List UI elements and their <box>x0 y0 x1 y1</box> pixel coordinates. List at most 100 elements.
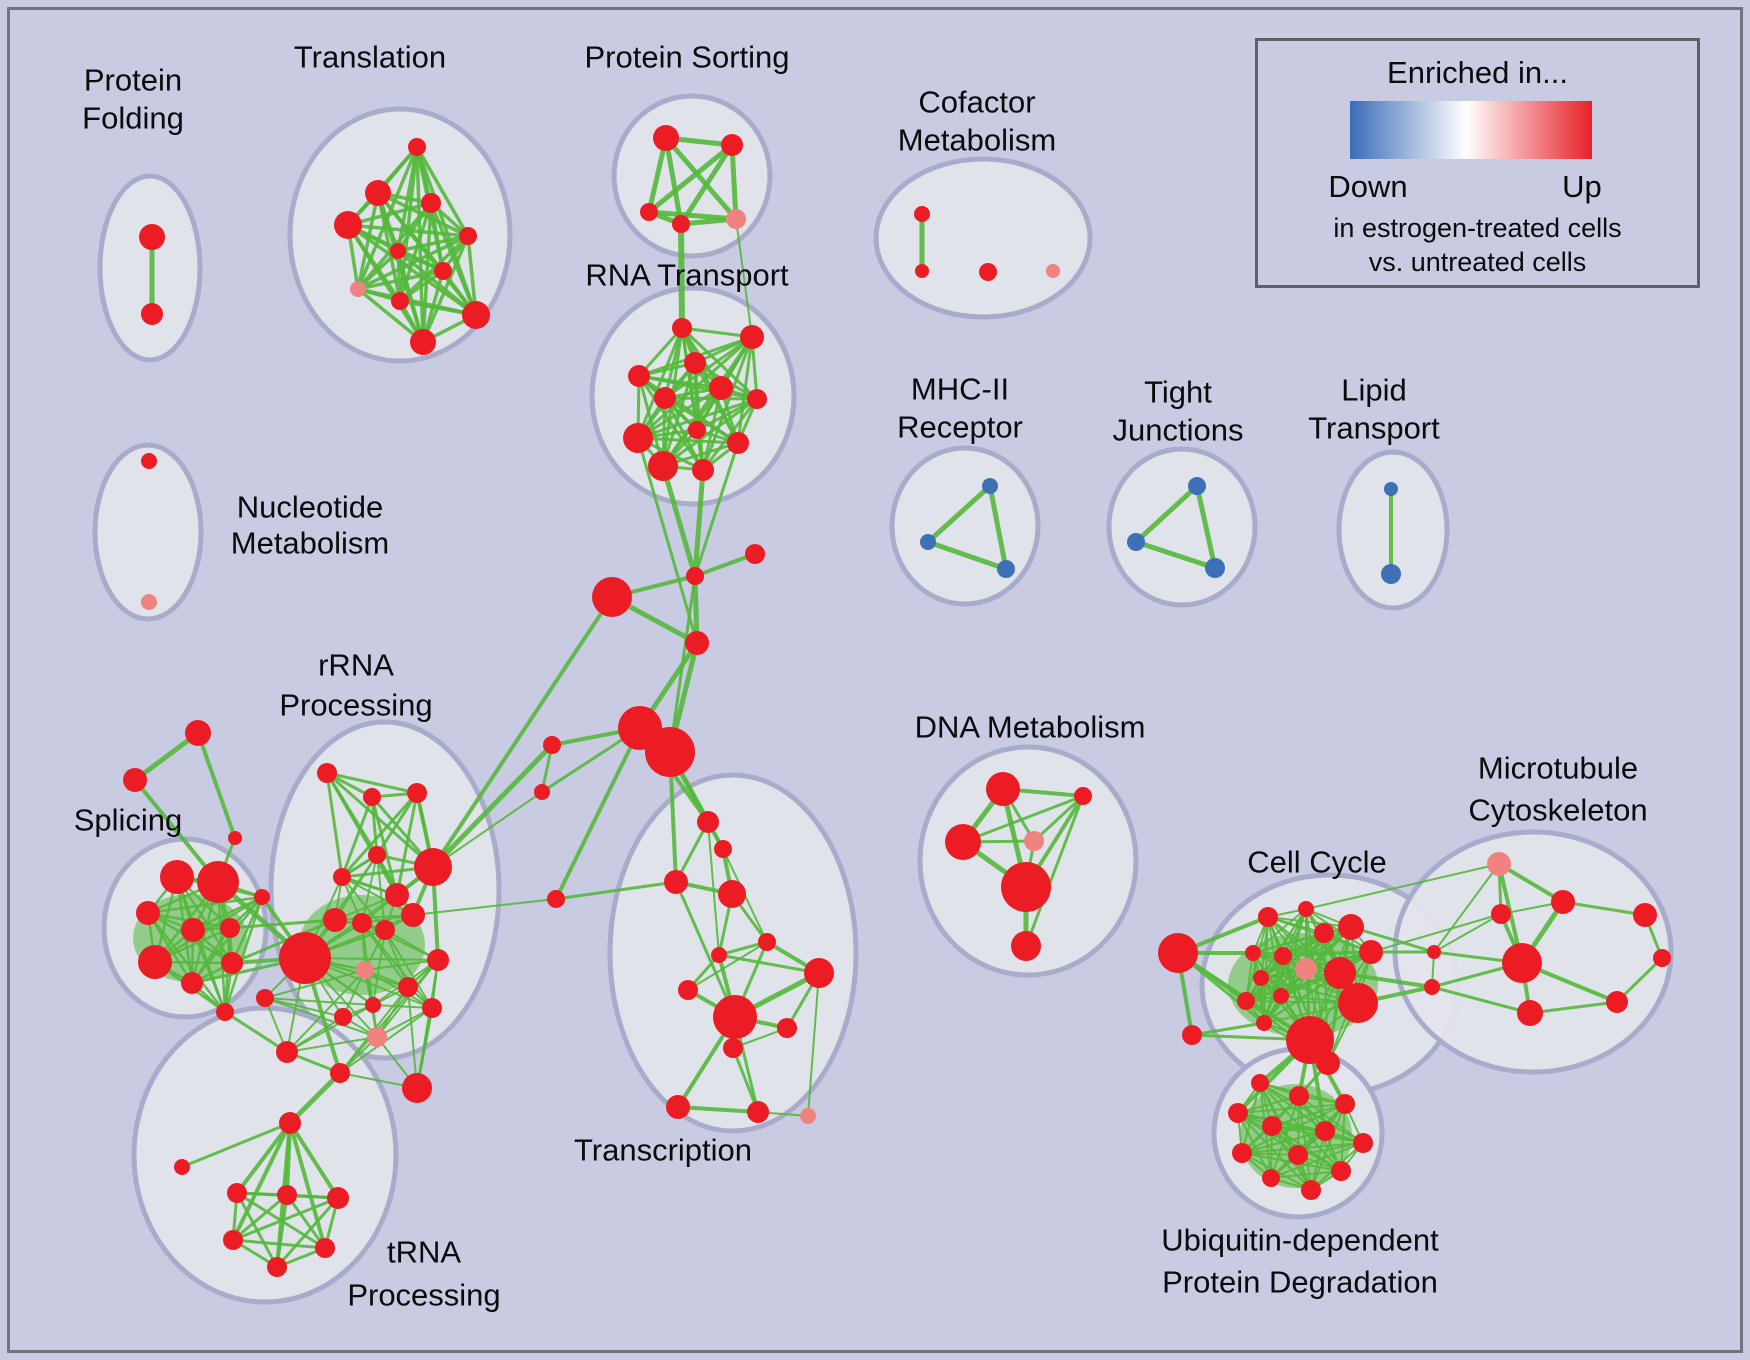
gene-set-node-cell-cycle-13 <box>1256 1015 1272 1031</box>
gene-set-node-lipid-transport-0 <box>1384 482 1398 496</box>
network-edge <box>1252 908 1307 954</box>
gene-set-node-trna-processing-6 <box>315 1238 335 1258</box>
network-edge <box>1237 1103 1346 1114</box>
network-edge <box>1370 913 1502 953</box>
gene-set-node-cell-cycle-9 <box>1295 958 1317 980</box>
gene-set-node-link-0 <box>185 720 211 746</box>
gene-set-node-dna-metabolism-5 <box>1011 931 1041 961</box>
cluster-label-cofactor-metabolism-line2: Metabolism <box>898 123 1057 158</box>
network-edge <box>132 730 201 783</box>
gene-set-node-trna-processing-3 <box>277 1185 297 1205</box>
network-edge <box>1237 1112 1342 1172</box>
cluster-label-protein-sorting-line1: Protein Sorting <box>584 40 789 75</box>
legend-up-label: Up <box>1562 169 1602 204</box>
network-edge <box>987 483 1009 572</box>
gene-set-node-cell-cycle-4 <box>1314 923 1334 943</box>
gene-set-node-mhc2-receptor-0 <box>982 478 998 494</box>
gene-set-node-cofactor-metabolism-2 <box>979 263 997 281</box>
network-edge <box>1270 1142 1364 1179</box>
gene-set-node-microtubule-cytoskeleton-7 <box>1517 1000 1543 1026</box>
network-edge <box>925 483 993 545</box>
gene-set-node-mhc2-receptor-2 <box>997 560 1015 578</box>
network-edge <box>191 895 264 932</box>
gene-set-node-ubiquitin-degradation-10 <box>1262 1169 1280 1187</box>
cluster-label-protein-folding-line1: Protein <box>84 63 182 98</box>
gene-set-node-protein-folding-1 <box>141 303 163 325</box>
gene-set-node-cofactor-metabolism-1 <box>915 264 929 278</box>
network-edge <box>228 918 337 930</box>
network-edge <box>288 1121 327 1250</box>
network-edge <box>707 821 720 956</box>
gene-set-node-rna-transport-2 <box>684 352 706 374</box>
gene-set-node-rna-transport-10 <box>648 451 678 481</box>
gene-set-node-rna-transport-5 <box>709 376 733 400</box>
gene-set-node-cofactor-metabolism-3 <box>1046 264 1060 278</box>
gene-set-node-rna-transport-8 <box>623 423 653 453</box>
network-edge <box>230 895 264 965</box>
gene-set-node-splicing-8 <box>216 1003 234 1021</box>
network-edge <box>287 1070 343 1126</box>
network-edge <box>1430 985 1532 1015</box>
cluster-label-cofactor-metabolism-line1: Cofactor <box>918 85 1035 120</box>
network-edge <box>1528 1000 1619 1015</box>
network-edge <box>693 552 757 578</box>
cluster-label-transcription-line1: Transcription <box>574 1133 752 1168</box>
gene-set-node-ubiquitin-degradation-7 <box>1232 1143 1252 1163</box>
gene-set-node-link-10 <box>534 784 550 800</box>
network-edge <box>1282 951 1372 957</box>
gene-set-node-rna-transport-7 <box>688 421 706 439</box>
gene-set-node-rrna-processing-7 <box>414 848 452 886</box>
gene-set-node-splicing-5 <box>138 945 172 979</box>
network-edge <box>285 1193 327 1250</box>
gene-set-node-dna-metabolism-1 <box>1074 787 1092 805</box>
gene-set-node-rrna-processing-2 <box>407 783 427 803</box>
gene-set-node-transcription-14 <box>800 1108 816 1124</box>
network-edge <box>361 854 378 924</box>
gene-set-node-rrna-processing-9 <box>352 913 372 933</box>
gene-set-node-transcription-8 <box>678 980 698 1000</box>
network-edge <box>1237 1112 1272 1179</box>
network-edge <box>432 791 543 868</box>
network-edge <box>663 396 759 401</box>
gene-set-node-microtubule-cytoskeleton-5 <box>1424 979 1440 995</box>
gene-set-node-transcription-7 <box>804 958 834 988</box>
network-edge <box>407 986 418 1089</box>
network-edge <box>223 1010 289 1054</box>
cluster-ellipse-transcription <box>607 772 859 1134</box>
gene-set-node-ubiquitin-degradation-5 <box>1315 1121 1335 1141</box>
network-edge <box>678 221 685 331</box>
gene-set-node-protein-sorting-0 <box>653 125 679 151</box>
network-edge <box>196 731 237 840</box>
cluster-label-splicing-line1: Splicing <box>74 803 183 838</box>
network-edge <box>701 335 754 472</box>
gene-set-node-splicing-7 <box>221 952 243 974</box>
gene-set-node-splicing-0 <box>160 860 194 894</box>
cluster-label-microtubule-cytoskeleton-line1: Microtubule <box>1478 751 1638 786</box>
network-edge <box>807 972 820 1117</box>
gene-set-node-rrna-processing-4 <box>333 868 351 886</box>
network-edge <box>554 726 642 901</box>
network-edge <box>395 791 419 897</box>
network-edge <box>1305 863 1500 910</box>
network-edge <box>1349 925 1436 954</box>
network-edge <box>231 1193 289 1242</box>
gene-set-node-link-5 <box>592 577 632 617</box>
gene-set-node-dna-metabolism-2 <box>945 824 981 860</box>
gene-set-node-translation-8 <box>391 292 409 310</box>
cluster-label-dna-metabolism-line1: DNA Metabolism <box>915 710 1146 745</box>
network-edge <box>1237 1095 1300 1114</box>
cluster-label-protein-folding-line2: Folding <box>82 101 184 136</box>
gene-set-node-dna-metabolism-0 <box>986 772 1020 806</box>
gene-set-node-rrna-processing-3 <box>368 846 386 864</box>
gene-set-node-transcription-1 <box>714 840 732 858</box>
gene-set-node-transcription-10 <box>777 1018 797 1038</box>
network-edge <box>364 959 439 971</box>
gene-set-node-ubiquitin-degradation-1 <box>1289 1086 1309 1106</box>
network-edge <box>731 1046 760 1114</box>
network-edge <box>1270 1095 1300 1179</box>
network-edge <box>356 287 425 344</box>
gene-set-node-link-4 <box>745 544 765 564</box>
network-edge <box>1241 1130 1326 1154</box>
gene-set-node-rrna-processing-18 <box>367 1027 387 1047</box>
network-edge <box>676 1105 760 1114</box>
